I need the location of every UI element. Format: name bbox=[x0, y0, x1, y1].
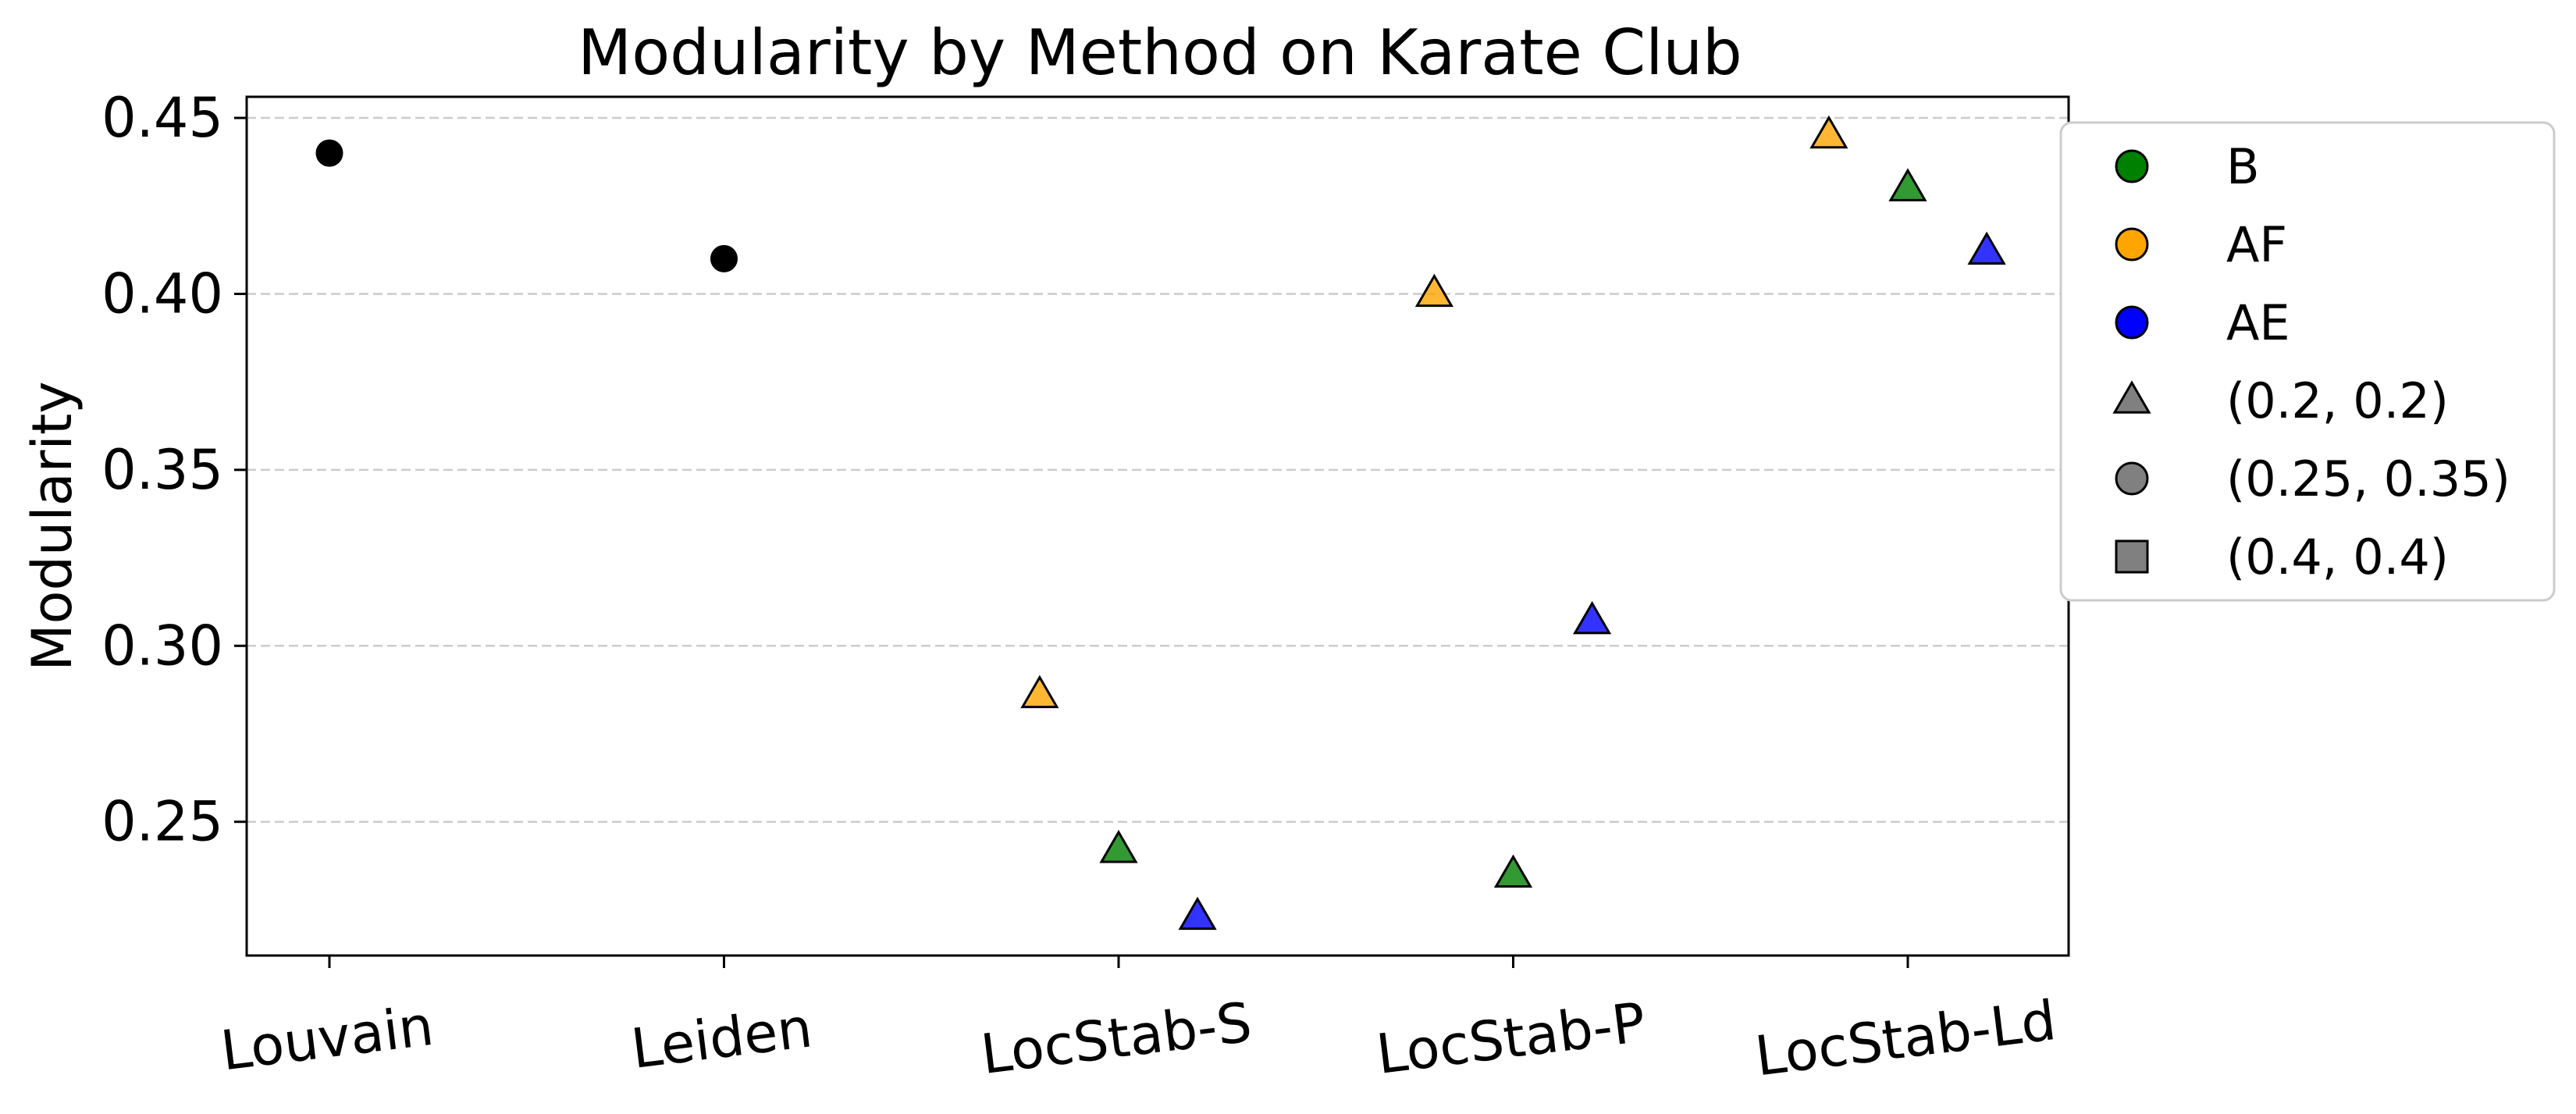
chart-title: Modularity by Method on Karate Club bbox=[578, 16, 1742, 89]
y-tick-label: 0.40 bbox=[101, 262, 223, 326]
data-points bbox=[315, 115, 2006, 931]
x-axis: Louvain Leiden LocStab-S LocStab-P LocStab-L… bbox=[218, 956, 2059, 1089]
y-axis-label: Modularity bbox=[20, 381, 84, 671]
data-point bbox=[1572, 600, 1612, 635]
data-point bbox=[1967, 231, 2006, 265]
legend-marker bbox=[2115, 227, 2149, 262]
legend-label: (0.25, 0.35) bbox=[2226, 450, 2510, 507]
legend-label: AF bbox=[2226, 216, 2287, 273]
data-point bbox=[1414, 273, 1454, 308]
legend-label: B bbox=[2226, 138, 2260, 195]
x-tick-label: Louvain bbox=[218, 994, 437, 1084]
data-point bbox=[710, 244, 738, 272]
data-point bbox=[1888, 168, 1927, 201]
data-point bbox=[315, 139, 343, 167]
data-point bbox=[1493, 854, 1533, 888]
legend-label: (0.2, 0.2) bbox=[2226, 372, 2449, 429]
x-tick-label: LocStab-S bbox=[977, 990, 1254, 1087]
x-tick-label: LocStab-Ld bbox=[1752, 988, 2059, 1089]
legend-frame bbox=[2059, 121, 2556, 602]
y-gridlines bbox=[247, 116, 2069, 823]
data-point bbox=[1178, 896, 1217, 931]
legend-marker bbox=[2115, 461, 2149, 496]
legend-label: (0.4, 0.4) bbox=[2226, 529, 2449, 585]
legend-marker bbox=[2115, 539, 2149, 574]
y-tick-label: 0.35 bbox=[101, 438, 223, 502]
y-axis: 0.25 0.30 0.35 0.40 0.45 bbox=[101, 86, 247, 854]
legend-label: AE bbox=[2226, 294, 2290, 351]
data-point bbox=[1099, 829, 1138, 863]
legend: B AF AE (0.2, 0.2) (0.25, 0.35) (0.4, 0.4) bbox=[2059, 121, 2556, 602]
y-tick-label: 0.30 bbox=[101, 614, 223, 678]
y-tick-label: 0.45 bbox=[101, 86, 223, 150]
data-point bbox=[1809, 115, 1848, 149]
plot-area-frame bbox=[245, 95, 2070, 957]
legend-marker bbox=[2115, 149, 2149, 183]
x-tick-label: LocStab-P bbox=[1373, 990, 1649, 1087]
data-point bbox=[1020, 674, 1059, 709]
legend-marker bbox=[2112, 380, 2151, 414]
legend-marker bbox=[2115, 305, 2149, 340]
x-tick-label: Leiden bbox=[628, 995, 815, 1081]
y-tick-label: 0.25 bbox=[101, 790, 223, 854]
